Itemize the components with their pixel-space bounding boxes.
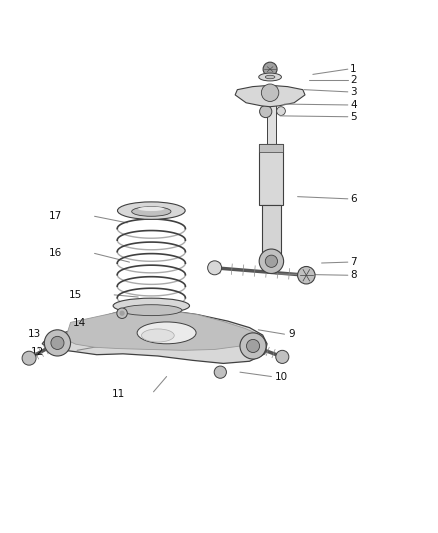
Circle shape (277, 107, 286, 116)
Polygon shape (235, 85, 305, 107)
Polygon shape (65, 310, 258, 350)
Ellipse shape (138, 207, 164, 211)
FancyBboxPatch shape (267, 101, 276, 144)
Ellipse shape (127, 314, 175, 324)
Text: 11: 11 (112, 389, 125, 399)
Text: 17: 17 (49, 211, 62, 221)
Text: 12: 12 (31, 346, 44, 357)
Ellipse shape (137, 322, 196, 344)
Circle shape (259, 249, 284, 273)
Circle shape (276, 350, 289, 364)
Circle shape (297, 266, 315, 284)
Polygon shape (42, 310, 267, 364)
Circle shape (261, 84, 279, 101)
Ellipse shape (141, 329, 174, 342)
Ellipse shape (117, 202, 185, 220)
Ellipse shape (121, 305, 182, 316)
Circle shape (240, 333, 266, 359)
Text: 7: 7 (350, 257, 357, 267)
Text: 9: 9 (288, 329, 295, 339)
Ellipse shape (113, 298, 190, 313)
Text: 3: 3 (350, 87, 357, 97)
Text: 16: 16 (49, 248, 62, 259)
Circle shape (265, 255, 278, 268)
Text: 6: 6 (350, 194, 357, 204)
Circle shape (120, 311, 125, 316)
FancyBboxPatch shape (262, 205, 281, 258)
Ellipse shape (132, 207, 171, 216)
FancyBboxPatch shape (259, 144, 283, 205)
Text: 5: 5 (350, 112, 357, 122)
Circle shape (44, 330, 71, 356)
Circle shape (51, 336, 64, 350)
Text: 1: 1 (350, 64, 357, 74)
Circle shape (263, 62, 277, 76)
Text: 8: 8 (350, 270, 357, 280)
Circle shape (208, 261, 222, 275)
Text: 2: 2 (350, 75, 357, 85)
Text: 15: 15 (69, 290, 82, 300)
Circle shape (22, 351, 36, 365)
Ellipse shape (265, 75, 275, 79)
FancyBboxPatch shape (259, 144, 283, 152)
Circle shape (214, 366, 226, 378)
Text: 10: 10 (275, 372, 288, 382)
Text: 14: 14 (73, 318, 86, 328)
Circle shape (117, 308, 127, 318)
Circle shape (247, 340, 260, 352)
Text: 4: 4 (350, 100, 357, 110)
Text: 13: 13 (28, 329, 41, 339)
Circle shape (260, 106, 272, 118)
Ellipse shape (259, 73, 282, 81)
